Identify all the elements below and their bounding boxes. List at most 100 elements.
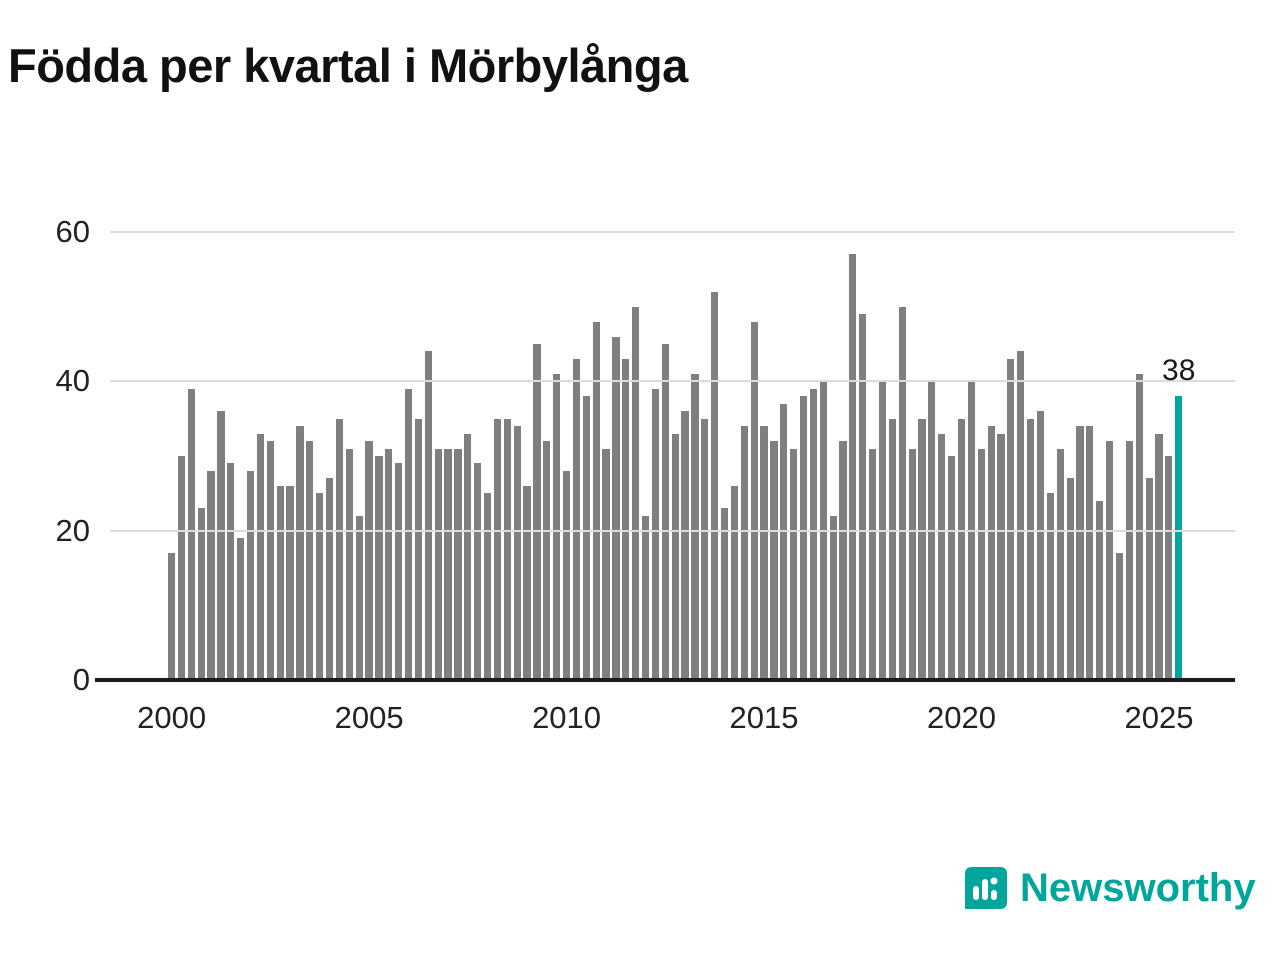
bar: [1115, 553, 1124, 680]
bar: [266, 441, 274, 680]
bar: [632, 306, 640, 680]
plot-area: [110, 231, 1235, 680]
bar: [306, 441, 314, 680]
bar: [493, 418, 502, 680]
bar: [177, 456, 186, 680]
bar: [987, 426, 995, 680]
bar: [1046, 493, 1054, 680]
bar: [671, 433, 679, 680]
gridline: [110, 231, 1235, 233]
bar: [760, 426, 768, 680]
bars: [168, 232, 1185, 680]
bar: [246, 470, 255, 680]
bar: [553, 373, 561, 680]
y-axis-label: 20: [55, 512, 90, 548]
bar: [395, 463, 403, 680]
bar: [543, 441, 551, 680]
bar: [869, 448, 877, 680]
bar: [464, 433, 472, 680]
bar: [829, 515, 837, 680]
bar: [385, 448, 393, 680]
bar: [997, 433, 1005, 680]
bar: [572, 358, 581, 680]
newsworthy-logo-text: Newsworthy: [1020, 865, 1256, 910]
x-axis-label: 2025: [1124, 700, 1194, 735]
bar: [503, 418, 511, 680]
bar: [513, 426, 521, 680]
bar: [750, 321, 758, 680]
bar: [957, 418, 966, 680]
bar: [1027, 418, 1035, 680]
bar: [681, 411, 689, 680]
last-value-label: 38: [1162, 354, 1196, 388]
bar: [375, 456, 383, 680]
bar: [1007, 358, 1015, 680]
bar: [740, 426, 748, 680]
bar: [296, 426, 304, 680]
bar: [207, 470, 215, 680]
highlight-bar: [1175, 396, 1183, 680]
bar: [1076, 426, 1084, 680]
y-axis-label: 60: [55, 214, 90, 249]
bar: [918, 418, 926, 680]
bar: [562, 470, 571, 680]
y-axis-label: 0: [72, 662, 90, 697]
bar: [325, 478, 334, 680]
bar: [1135, 373, 1143, 680]
bar: [316, 493, 324, 680]
bar: [523, 485, 531, 680]
bar: [661, 344, 669, 680]
bar: [711, 291, 719, 680]
x-axis-label: 2015: [729, 700, 799, 735]
bar: [602, 448, 610, 680]
bar: [355, 515, 363, 680]
bar: [977, 448, 985, 680]
bar: [1106, 441, 1114, 680]
bar: [1086, 426, 1094, 680]
bar: [582, 396, 590, 680]
bar: [345, 448, 353, 680]
bar: [888, 418, 896, 680]
bar: [1145, 478, 1153, 680]
bar: [1125, 441, 1133, 680]
bar: [651, 388, 660, 680]
bar: [839, 441, 847, 680]
bar: [424, 351, 432, 680]
page-title: Födda per kvartal i Mörbylånga: [8, 39, 688, 92]
bar: [256, 433, 265, 680]
bar: [948, 456, 956, 680]
bar: [1056, 448, 1064, 680]
bar: [483, 493, 492, 680]
bar: [592, 321, 600, 680]
x-axis-label: 2020: [927, 700, 996, 735]
bar: [1017, 351, 1025, 680]
bar: [898, 306, 906, 680]
bar: [908, 448, 916, 680]
bar: [780, 403, 788, 680]
bar: [474, 463, 482, 680]
bar: [1165, 456, 1173, 680]
y-axis-label: 40: [55, 363, 90, 399]
bar: [404, 388, 413, 680]
gridline: [110, 380, 1235, 383]
bar: [849, 254, 857, 680]
x-axis-line: [95, 678, 1235, 682]
bar: [237, 538, 245, 680]
bar: [1155, 433, 1163, 680]
bar: [730, 485, 738, 680]
bar: [622, 358, 630, 680]
bar: [434, 448, 442, 680]
bar: [1066, 478, 1074, 680]
gridline: [110, 529, 1235, 532]
bar: [770, 441, 778, 680]
bar: [414, 418, 423, 680]
bar: [217, 411, 225, 680]
bar: [444, 448, 452, 680]
bar: [227, 463, 235, 680]
bar: [701, 418, 709, 680]
bar: [1036, 411, 1045, 680]
bar: [454, 448, 462, 680]
bar: [790, 448, 798, 680]
bar: [641, 515, 650, 680]
